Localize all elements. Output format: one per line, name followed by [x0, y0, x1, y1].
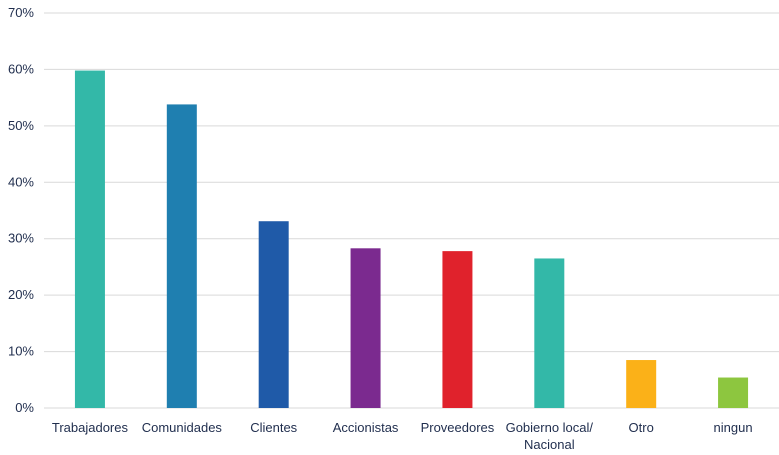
bars	[74, 70, 749, 409]
x-category-label: Otro	[629, 420, 654, 435]
x-category-label: Clientes	[250, 420, 297, 435]
bar	[534, 258, 565, 408]
bar	[166, 104, 197, 409]
x-category-label-line: Clientes	[250, 420, 297, 435]
x-category-label: ningun	[714, 420, 753, 435]
bar	[718, 377, 749, 408]
x-category-label-line: Nacional	[524, 437, 575, 452]
bar	[350, 248, 381, 408]
x-axis-category-labels: Trabajadores Comunidades Clientes Accionist…	[52, 420, 753, 452]
x-category-label-line: Comunidades	[142, 420, 223, 435]
x-category-label-line: Gobierno local/	[506, 420, 594, 435]
bar	[258, 221, 289, 408]
x-category-label: Trabajadores	[52, 420, 129, 435]
x-category-label-line: Proveedores	[421, 420, 495, 435]
x-category-label-line: ningun	[714, 420, 753, 435]
bar	[74, 70, 105, 409]
x-category-label-line: Trabajadores	[52, 420, 129, 435]
x-category-label: Proveedores	[421, 420, 495, 435]
x-category-label: Comunidades	[142, 420, 223, 435]
x-category-label: Gobierno local/Nacional	[506, 420, 594, 452]
y-tick-label: 10%	[8, 344, 34, 359]
y-tick-label: 20%	[8, 287, 34, 302]
y-tick-label: 40%	[8, 174, 34, 189]
x-category-label-line: Otro	[629, 420, 654, 435]
gridlines	[44, 12, 779, 409]
y-tick-label: 0%	[15, 400, 34, 415]
x-category-label: Accionistas	[333, 420, 399, 435]
bar	[626, 360, 657, 408]
y-tick-label: 60%	[8, 61, 34, 76]
y-tick-label: 30%	[8, 231, 34, 246]
x-category-label-line: Accionistas	[333, 420, 399, 435]
y-tick-label: 70%	[8, 5, 34, 20]
bar	[442, 251, 473, 408]
y-tick-label: 50%	[8, 118, 34, 133]
y-axis-tick-labels: 0% 10% 20% 30% 40% 50% 60% 70%	[8, 5, 34, 415]
